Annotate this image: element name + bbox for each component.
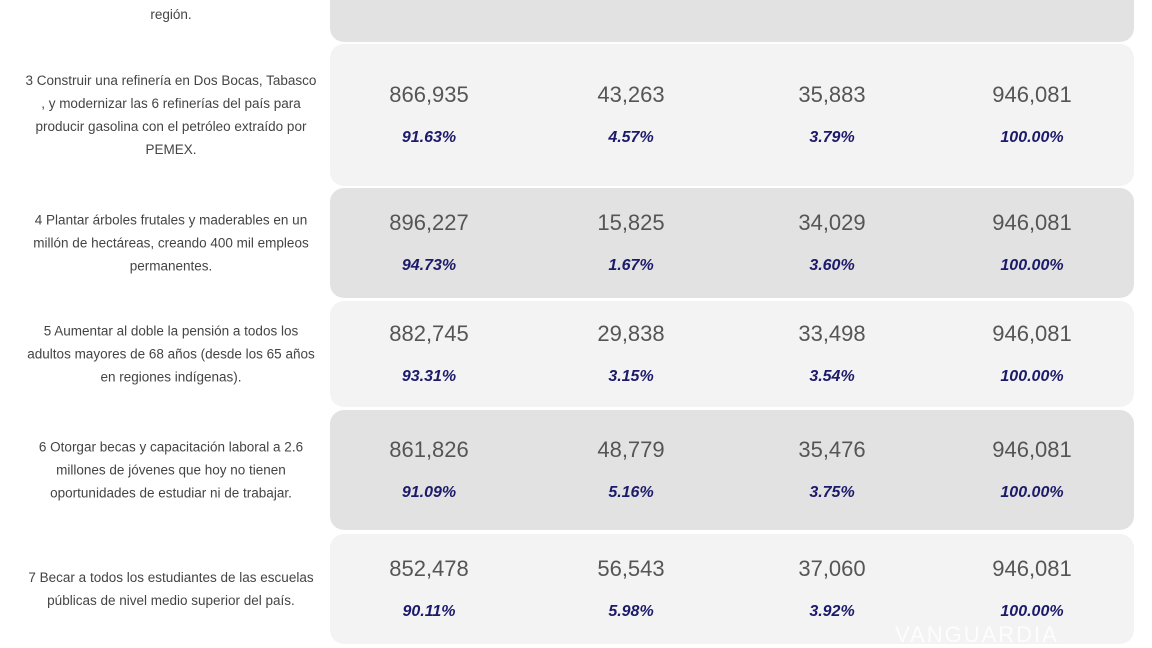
vote-cell: 882,745 93.31% — [329, 321, 529, 387]
vote-count: 56,543 — [597, 556, 665, 581]
vote-percent: 94.73% — [401, 257, 457, 274]
vote-count: 15,825 — [597, 210, 665, 235]
vote-cell: 946,081 100.00% — [932, 210, 1132, 276]
vote-count: 29,838 — [597, 321, 665, 346]
table-row: región. — [0, 0, 1152, 42]
vote-count: 946,081 — [992, 210, 1072, 235]
proposal-description: 7 Becar a todos los estudiantes de las e… — [28, 570, 314, 608]
vote-cell: 56,543 5.98% — [531, 556, 731, 622]
vote-count: 33,498 — [798, 321, 866, 346]
vote-cell: 37,060 3.92% — [732, 556, 932, 622]
table-row: 4 Plantar árboles frutales y maderables … — [0, 188, 1152, 298]
vote-cell: 866,935 91.63% — [329, 82, 529, 148]
vote-cell: 946,081 100.00% — [932, 82, 1132, 148]
vote-percent: 91.09% — [401, 484, 457, 501]
vote-percent: 3.54% — [809, 368, 855, 385]
vote-percent: 100.00% — [1000, 484, 1064, 501]
vote-cell: 946,081 100.00% — [932, 556, 1132, 622]
table-row: 6 Otorgar becas y capacitación laboral a… — [0, 410, 1152, 530]
vote-percent: 3.75% — [809, 484, 855, 501]
row-background — [330, 0, 1134, 42]
watermark: VANGUARDIA — [895, 622, 1059, 647]
proposal-description: 6 Otorgar becas y capacitación laboral a… — [38, 439, 304, 501]
row-background — [330, 534, 1134, 644]
vote-count: 861,826 — [389, 437, 469, 462]
vote-percent: 91.63% — [401, 129, 457, 146]
vote-count: 48,779 — [597, 437, 665, 462]
vote-percent: 3.15% — [608, 368, 654, 385]
vote-percent: 5.98% — [608, 603, 654, 620]
vote-count: 946,081 — [992, 556, 1072, 581]
vote-percent: 100.00% — [1000, 603, 1064, 620]
vote-cell: 946,081 100.00% — [932, 437, 1132, 503]
vote-percent: 100.00% — [1000, 129, 1064, 146]
vote-cell: 946,081 100.00% — [932, 321, 1132, 387]
vote-cell: 35,476 3.75% — [732, 437, 932, 503]
table-row: 7 Becar a todos los estudiantes de las e… — [0, 534, 1152, 644]
vote-count: 882,745 — [389, 321, 469, 346]
vote-cell: 852,478 90.11% — [329, 556, 529, 622]
vote-cell: 896,227 94.73% — [329, 210, 529, 276]
vote-percent: 100.00% — [1000, 257, 1064, 274]
vote-cell: 35,883 3.79% — [732, 82, 932, 148]
proposal-description: 4 Plantar árboles frutales y maderables … — [33, 212, 309, 274]
vote-count: 34,029 — [798, 210, 866, 235]
vote-count: 946,081 — [992, 82, 1072, 107]
vote-cell: 33,498 3.54% — [732, 321, 932, 387]
proposal-description: 3 Construir una refinería en Dos Bocas, … — [25, 73, 317, 157]
vote-count: 946,081 — [992, 437, 1072, 462]
vote-cell: 43,263 4.57% — [531, 82, 731, 148]
row-background — [330, 188, 1134, 298]
vote-count: 866,935 — [389, 82, 469, 107]
vote-percent: 3.60% — [809, 257, 855, 274]
table-row: 3 Construir una refinería en Dos Bocas, … — [0, 44, 1152, 186]
vote-count: 35,883 — [798, 82, 866, 107]
proposal-description: 5 Aumentar al doble la pensión a todos l… — [27, 323, 315, 385]
vote-percent: 1.67% — [608, 257, 654, 274]
vote-cell: 29,838 3.15% — [531, 321, 731, 387]
vote-percent: 3.79% — [809, 129, 855, 146]
vote-cell: 15,825 1.67% — [531, 210, 731, 276]
vote-count: 852,478 — [389, 556, 469, 581]
vote-count: 37,060 — [798, 556, 866, 581]
vote-count: 35,476 — [798, 437, 866, 462]
vote-count: 43,263 — [597, 82, 665, 107]
proposal-description: región. — [150, 7, 192, 22]
row-background — [330, 410, 1134, 530]
vote-percent: 5.16% — [608, 484, 654, 501]
row-background — [330, 301, 1134, 407]
table-row: 5 Aumentar al doble la pensión a todos l… — [0, 301, 1152, 407]
vote-cell: 861,826 91.09% — [329, 437, 529, 503]
row-background — [330, 44, 1134, 186]
vote-count: 946,081 — [992, 321, 1072, 346]
vote-count: 896,227 — [389, 210, 469, 235]
vote-percent: 4.57% — [608, 129, 654, 146]
vote-cell: 34,029 3.60% — [732, 210, 932, 276]
vote-percent: 93.31% — [401, 368, 457, 385]
vote-percent: 90.11% — [402, 603, 456, 620]
vote-percent: 3.92% — [809, 603, 855, 620]
vote-cell: 48,779 5.16% — [531, 437, 731, 503]
vote-percent: 100.00% — [1000, 368, 1064, 385]
